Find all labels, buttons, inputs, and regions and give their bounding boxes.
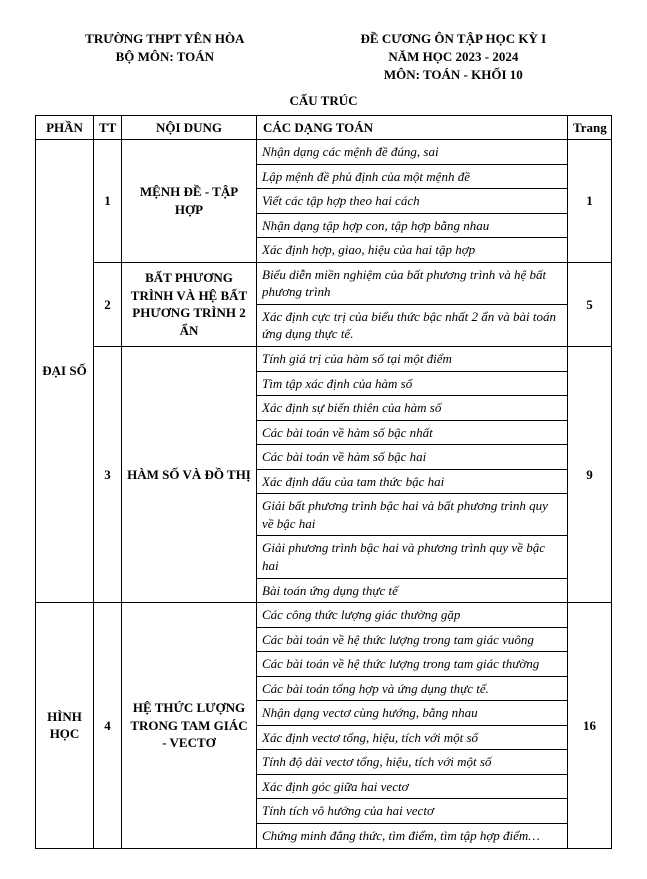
topic-cell: Tính tích vô hướng của hai vectơ (257, 799, 568, 824)
doc-title-2: NĂM HỌC 2023 - 2024 (295, 48, 612, 66)
col-tt: TT (94, 115, 122, 140)
topic-cell: Nhận dạng tập hợp con, tập hợp bằng nhau (257, 213, 568, 238)
trang-cell: 16 (568, 603, 612, 848)
part-cell: ĐẠI SỐ (36, 140, 94, 603)
topic-cell: Các công thức lượng giác thường gặp (257, 603, 568, 628)
topic-cell: Tìm tập xác định của hàm số (257, 371, 568, 396)
col-trang: Trang (568, 115, 612, 140)
topic-cell: Xác định dấu của tam thức bậc hai (257, 469, 568, 494)
table-row: HÌNH HỌC4HỆ THỨC LƯỢNG TRONG TAM GIÁC - … (36, 603, 612, 628)
col-phan: PHẦN (36, 115, 94, 140)
col-dang: CÁC DẠNG TOÁN (257, 115, 568, 140)
tt-cell: 1 (94, 140, 122, 263)
topic-cell: Xác định hợp, giao, hiệu của hai tập hợp (257, 238, 568, 263)
topic-cell: Các bài toán về hệ thức lượng trong tam … (257, 652, 568, 677)
topic-cell: Lập mệnh đề phủ định của một mệnh đề (257, 164, 568, 189)
header-right: ĐỀ CƯƠNG ÔN TẬP HỌC KỲ I NĂM HỌC 2023 - … (295, 30, 612, 85)
table-row: 3HÀM SỐ VÀ ĐỒ THỊTính giá trị của hàm số… (36, 347, 612, 372)
noidung-cell: BẤT PHƯƠNG TRÌNH VÀ HỆ BẤT PHƯƠNG TRÌNH … (122, 262, 257, 346)
topic-cell: Chứng minh đẳng thức, tìm điểm, tìm tập … (257, 823, 568, 848)
outline-table: PHẦN TT NỘI DUNG CÁC DẠNG TOÁN Trang ĐẠI… (35, 115, 612, 849)
topic-cell: Các bài toán về hàm số bậc hai (257, 445, 568, 470)
department: BỘ MÔN: TOÁN (35, 48, 295, 66)
topic-cell: Tính độ dài vectơ tổng, hiệu, tích với m… (257, 750, 568, 775)
topic-cell: Xác định sự biến thiên của hàm số (257, 396, 568, 421)
tt-cell: 4 (94, 603, 122, 848)
part-cell: HÌNH HỌC (36, 603, 94, 848)
topic-cell: Các bài toán về hàm số bậc nhất (257, 420, 568, 445)
table-row: 2BẤT PHƯƠNG TRÌNH VÀ HỆ BẤT PHƯƠNG TRÌNH… (36, 262, 612, 304)
col-noidung: NỘI DUNG (122, 115, 257, 140)
topic-cell: Nhận dạng các mệnh đề đúng, sai (257, 140, 568, 165)
page-header: TRƯỜNG THPT YÊN HÒA BỘ MÔN: TOÁN ĐỀ CƯƠN… (35, 30, 612, 85)
trang-cell: 9 (568, 347, 612, 603)
topic-cell: Giải phương trình bậc hai và phương trìn… (257, 536, 568, 578)
noidung-cell: HỆ THỨC LƯỢNG TRONG TAM GIÁC - VECTƠ (122, 603, 257, 848)
structure-heading: CẤU TRÚC (35, 93, 612, 109)
trang-cell: 1 (568, 140, 612, 263)
school-name: TRƯỜNG THPT YÊN HÒA (35, 30, 295, 48)
topic-cell: Xác định góc giữa hai vectơ (257, 774, 568, 799)
header-left: TRƯỜNG THPT YÊN HÒA BỘ MÔN: TOÁN (35, 30, 295, 85)
topic-cell: Xác định cực trị của biểu thức bậc nhất … (257, 304, 568, 346)
noidung-cell: HÀM SỐ VÀ ĐỒ THỊ (122, 347, 257, 603)
topic-cell: Giải bất phương trình bậc hai và bất phư… (257, 494, 568, 536)
table-header-row: PHẦN TT NỘI DUNG CÁC DẠNG TOÁN Trang (36, 115, 612, 140)
topic-cell: Các bài toán về hệ thức lượng trong tam … (257, 627, 568, 652)
table-row: ĐẠI SỐ1MỆNH ĐỀ - TẬP HỢPNhận dạng các mệ… (36, 140, 612, 165)
topic-cell: Bài toán ứng dụng thực tế (257, 578, 568, 603)
tt-cell: 3 (94, 347, 122, 603)
doc-title-3: MÔN: TOÁN - KHỐI 10 (295, 66, 612, 84)
topic-cell: Biểu diễn miền nghiệm của bất phương trì… (257, 262, 568, 304)
topic-cell: Các bài toán tổng hợp và ứng dụng thực t… (257, 676, 568, 701)
topic-cell: Nhận dạng vectơ cùng hướng, bằng nhau (257, 701, 568, 726)
tt-cell: 2 (94, 262, 122, 346)
topic-cell: Xác định vectơ tổng, hiệu, tích với một … (257, 725, 568, 750)
trang-cell: 5 (568, 262, 612, 346)
doc-title-1: ĐỀ CƯƠNG ÔN TẬP HỌC KỲ I (295, 30, 612, 48)
topic-cell: Viết các tập hợp theo hai cách (257, 189, 568, 214)
noidung-cell: MỆNH ĐỀ - TẬP HỢP (122, 140, 257, 263)
topic-cell: Tính giá trị của hàm số tại một điểm (257, 347, 568, 372)
